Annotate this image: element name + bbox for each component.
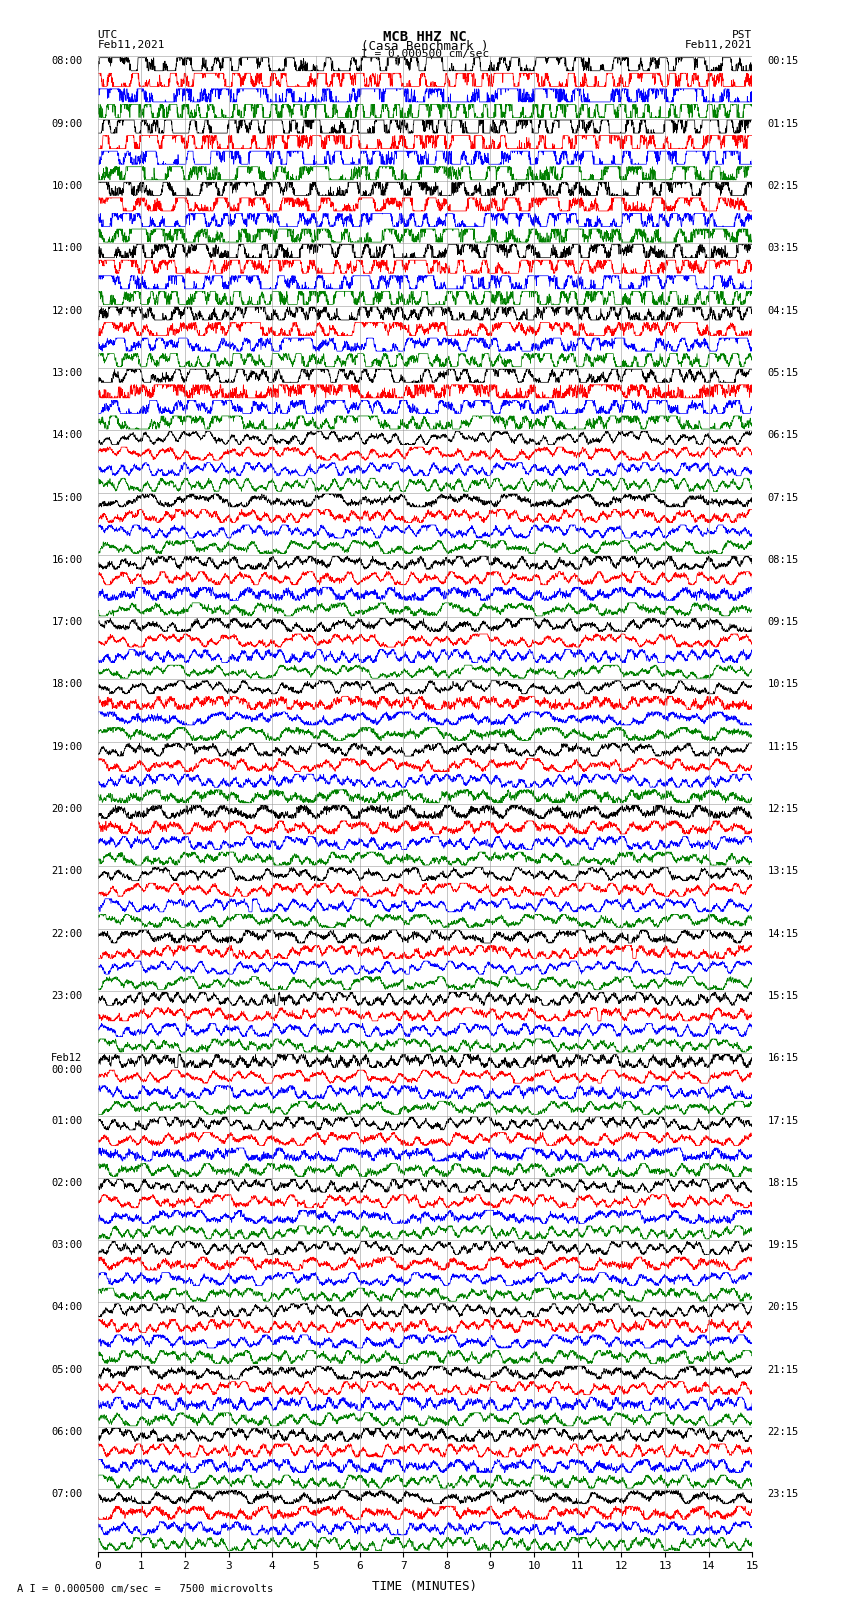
Text: 02:00: 02:00	[51, 1177, 82, 1187]
Text: 08:00: 08:00	[51, 56, 82, 66]
Text: 01:00: 01:00	[51, 1116, 82, 1126]
Text: 03:00: 03:00	[51, 1240, 82, 1250]
Text: 17:00: 17:00	[51, 618, 82, 627]
Text: 02:15: 02:15	[768, 181, 799, 190]
X-axis label: TIME (MINUTES): TIME (MINUTES)	[372, 1579, 478, 1592]
Text: I = 0.000500 cm/sec: I = 0.000500 cm/sec	[361, 50, 489, 60]
Text: 22:00: 22:00	[51, 929, 82, 939]
Text: 08:15: 08:15	[768, 555, 799, 565]
Text: 20:00: 20:00	[51, 805, 82, 815]
Text: 03:15: 03:15	[768, 244, 799, 253]
Text: 09:00: 09:00	[51, 119, 82, 129]
Text: 21:15: 21:15	[768, 1365, 799, 1374]
Text: 20:15: 20:15	[768, 1303, 799, 1313]
Text: 11:00: 11:00	[51, 244, 82, 253]
Text: 00:15: 00:15	[768, 56, 799, 66]
Text: 05:15: 05:15	[768, 368, 799, 377]
Text: 16:15: 16:15	[768, 1053, 799, 1063]
Text: 21:00: 21:00	[51, 866, 82, 876]
Text: 15:00: 15:00	[51, 492, 82, 503]
Text: Feb12
00:00: Feb12 00:00	[51, 1053, 82, 1074]
Text: UTC: UTC	[98, 31, 118, 40]
Text: 12:00: 12:00	[51, 306, 82, 316]
Text: 12:15: 12:15	[768, 805, 799, 815]
Text: PST: PST	[732, 31, 752, 40]
Text: 22:15: 22:15	[768, 1428, 799, 1437]
Text: (Casa Benchmark ): (Casa Benchmark )	[361, 39, 489, 53]
Text: 14:15: 14:15	[768, 929, 799, 939]
Text: 19:00: 19:00	[51, 742, 82, 752]
Text: 05:00: 05:00	[51, 1365, 82, 1374]
Text: 14:00: 14:00	[51, 431, 82, 440]
Text: 01:15: 01:15	[768, 119, 799, 129]
Text: 13:00: 13:00	[51, 368, 82, 377]
Text: Feb11,2021: Feb11,2021	[685, 39, 752, 50]
Text: 11:15: 11:15	[768, 742, 799, 752]
Text: 06:00: 06:00	[51, 1428, 82, 1437]
Text: A I = 0.000500 cm/sec =   7500 microvolts: A I = 0.000500 cm/sec = 7500 microvolts	[17, 1584, 273, 1594]
Text: 17:15: 17:15	[768, 1116, 799, 1126]
Text: 09:15: 09:15	[768, 618, 799, 627]
Text: 23:00: 23:00	[51, 990, 82, 1002]
Text: 15:15: 15:15	[768, 990, 799, 1002]
Text: Feb11,2021: Feb11,2021	[98, 39, 165, 50]
Text: 06:15: 06:15	[768, 431, 799, 440]
Text: 07:00: 07:00	[51, 1489, 82, 1500]
Text: 04:15: 04:15	[768, 306, 799, 316]
Text: 10:15: 10:15	[768, 679, 799, 689]
Text: 13:15: 13:15	[768, 866, 799, 876]
Text: 23:15: 23:15	[768, 1489, 799, 1500]
Text: 19:15: 19:15	[768, 1240, 799, 1250]
Text: 18:15: 18:15	[768, 1177, 799, 1187]
Text: MCB HHZ NC: MCB HHZ NC	[383, 31, 467, 44]
Text: 10:00: 10:00	[51, 181, 82, 190]
Text: 18:00: 18:00	[51, 679, 82, 689]
Text: 16:00: 16:00	[51, 555, 82, 565]
Text: 04:00: 04:00	[51, 1303, 82, 1313]
Text: 07:15: 07:15	[768, 492, 799, 503]
